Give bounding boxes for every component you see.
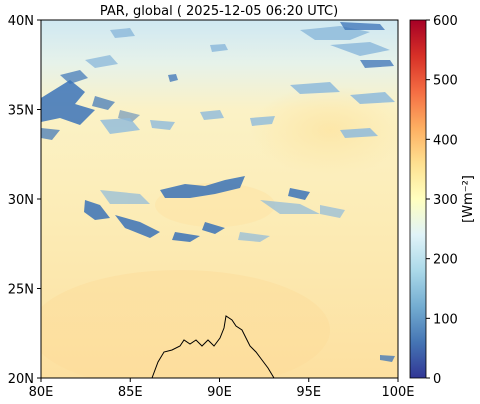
colorbar-ticks: 0 100 200 300 400 500 600 — [426, 14, 458, 387]
y-tick-label: 20N — [8, 372, 34, 387]
colorbar-tick-label: 0 — [433, 372, 441, 387]
x-tick-label: 80E — [29, 385, 54, 400]
colorbar-tick-label: 100 — [433, 312, 458, 327]
cloud-band-northeast — [110, 26, 395, 138]
colorbar-tick-label: 400 — [433, 133, 458, 148]
y-tick-label: 30N — [8, 193, 34, 208]
cloud-band-central-light — [100, 190, 345, 242]
map-panel — [41, 20, 398, 378]
colorbar: 0 100 200 300 400 500 600 [Wm⁻²] — [409, 14, 476, 387]
warm-region-east — [250, 85, 398, 175]
x-tick-label: 90E — [207, 385, 232, 400]
x-tick-label: 85E — [118, 385, 143, 400]
warm-region-south — [41, 270, 330, 378]
y-tick-label: 35N — [8, 104, 34, 119]
colorbar-tick-label: 200 — [433, 253, 458, 268]
cloud-band-northeast-dark — [168, 22, 395, 362]
cloud-band-central — [84, 176, 310, 242]
colorbar-gradient — [409, 19, 427, 379]
colorbar-label: [Wm⁻²] — [461, 175, 476, 223]
chart-title: PAR, global ( 2025-12-05 06:20 UTC) — [100, 4, 338, 19]
y-tick-label: 25N — [8, 283, 34, 298]
y-tick-label: 40N — [8, 14, 34, 29]
x-tick-label: 95E — [296, 385, 321, 400]
coastline — [151, 315, 275, 378]
colorbar-tick-label: 300 — [433, 193, 458, 208]
x-axis: 80E 85E 90E 95E 100E — [29, 378, 415, 400]
cloud-band-northwest-light — [85, 55, 275, 134]
colorbar-tick-label: 600 — [433, 14, 458, 29]
colorbar-tick-label: 500 — [433, 74, 458, 89]
y-axis: 20N 25N 30N 35N 40N — [8, 14, 41, 387]
x-tick-label: 100E — [381, 385, 414, 400]
